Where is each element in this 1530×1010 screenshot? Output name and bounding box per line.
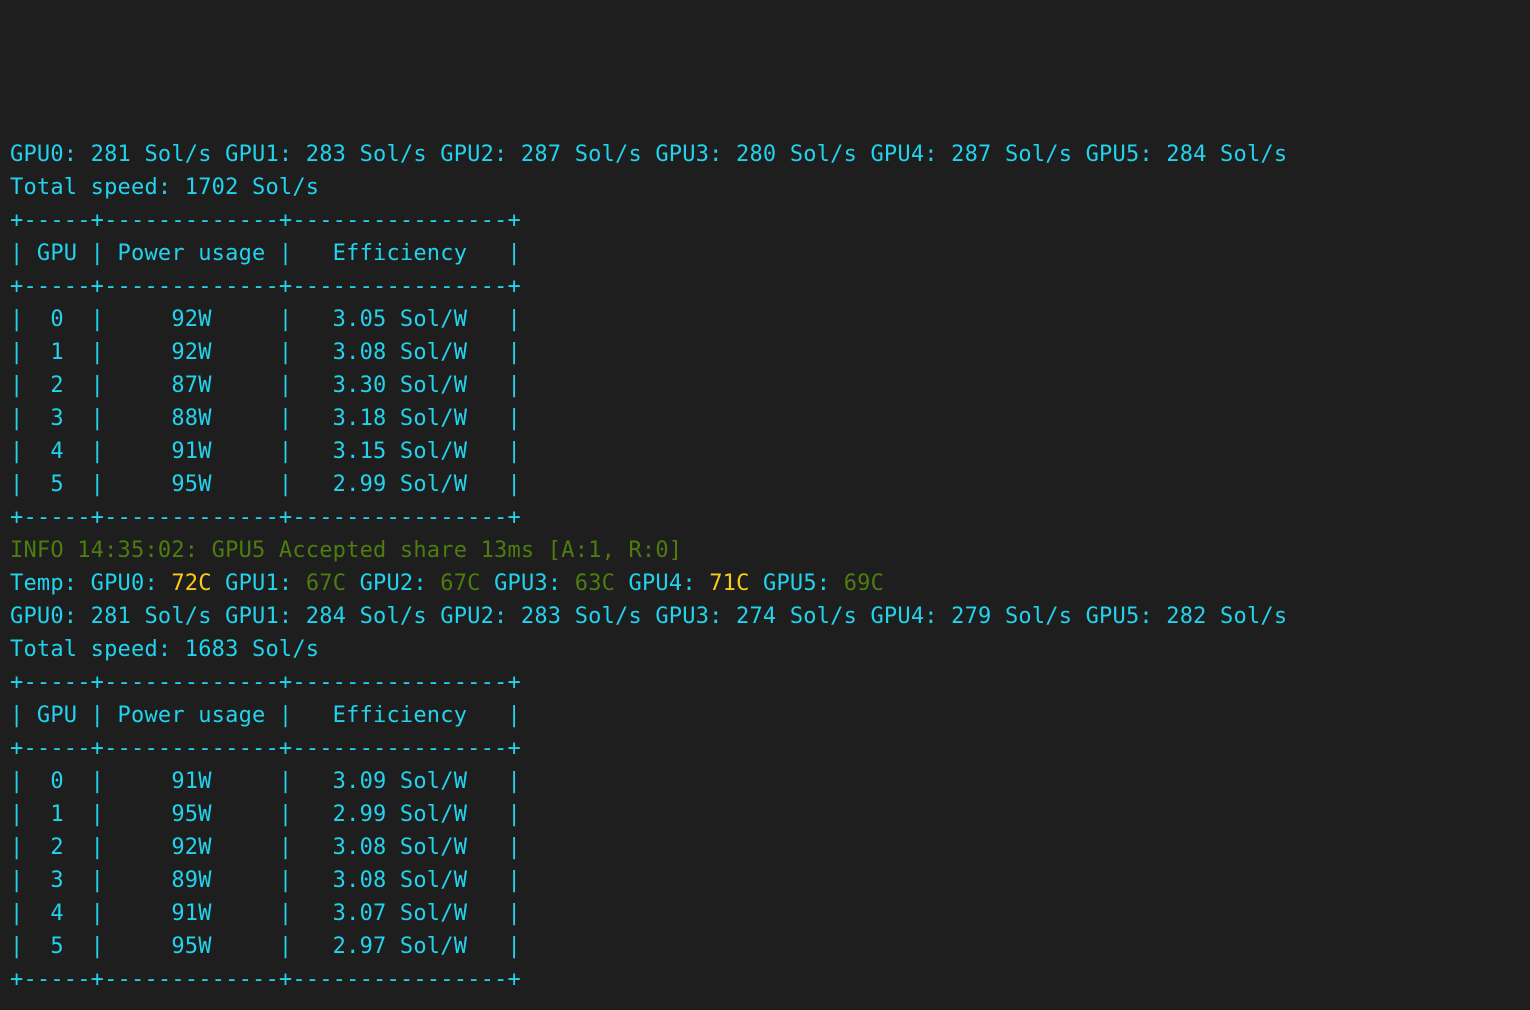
temp-label-gpu5: GPU5: [750, 571, 844, 596]
gpu-table-1-row-1: | 1 | 92W | 3.08 Sol/W | [10, 336, 1530, 369]
gpu-table-1-row-0: | 0 | 92W | 3.05 Sol/W | [10, 303, 1530, 336]
temp-value-gpu5: 69C [844, 571, 884, 596]
temp-label-gpu0: GPU0: [91, 571, 172, 596]
gpu-table-1-row-4: | 4 | 91W | 3.15 Sol/W | [10, 435, 1530, 468]
temp-label-gpu1: GPU1: [212, 571, 306, 596]
gpu-table-1-row-3: | 3 | 88W | 3.18 Sol/W | [10, 402, 1530, 435]
temp-label-gpu3: GPU3: [481, 571, 575, 596]
temp-label-gpu2: GPU2: [346, 571, 440, 596]
gpu-table-2-row-0: | 0 | 91W | 3.09 Sol/W | [10, 765, 1530, 798]
gpu-table-2-border-top: +-----+-------------+----------------+ [10, 666, 1530, 699]
gpu-table-2-row-5: | 5 | 95W | 2.97 Sol/W | [10, 930, 1530, 963]
gpu-table-1-border-bot: +-----+-------------+----------------+ [10, 501, 1530, 534]
gpu-table-1-header: | GPU | Power usage | Efficiency | [10, 237, 1530, 270]
info-line: INFO 14:35:02: GPU5 Accepted share 13ms … [10, 534, 1530, 567]
gpu-table-2-row-2: | 2 | 92W | 3.08 Sol/W | [10, 831, 1530, 864]
gpu-table-1-border-top: +-----+-------------+----------------+ [10, 204, 1530, 237]
total-speed-1: Total speed: 1702 Sol/s [10, 171, 1530, 204]
temp-line: Temp: GPU0: 72C GPU1: 67C GPU2: 67C GPU3… [10, 567, 1530, 600]
terminal-output: GPU0: 281 Sol/s GPU1: 283 Sol/s GPU2: 28… [10, 138, 1530, 996]
temp-value-gpu3: 63C [575, 571, 615, 596]
gpu-table-1-row-2: | 2 | 87W | 3.30 Sol/W | [10, 369, 1530, 402]
temp-value-gpu2: 67C [440, 571, 480, 596]
temp-label-gpu4: GPU4: [615, 571, 709, 596]
gpu-table-1-border-mid: +-----+-------------+----------------+ [10, 270, 1530, 303]
gpu-table-2-border-bot: +-----+-------------+----------------+ [10, 963, 1530, 996]
gpu-table-1-row-5: | 5 | 95W | 2.99 Sol/W | [10, 468, 1530, 501]
gpu-table-2-header: | GPU | Power usage | Efficiency | [10, 699, 1530, 732]
temp-value-gpu0: 72C [171, 571, 211, 596]
temp-value-gpu1: 67C [306, 571, 346, 596]
hashrate-line-2: GPU0: 281 Sol/s GPU1: 284 Sol/s GPU2: 28… [10, 600, 1530, 633]
gpu-table-2-border-mid: +-----+-------------+----------------+ [10, 732, 1530, 765]
temp-value-gpu4: 71C [709, 571, 749, 596]
hashrate-line-1: GPU0: 281 Sol/s GPU1: 283 Sol/s GPU2: 28… [10, 138, 1530, 171]
gpu-table-2-row-3: | 3 | 89W | 3.08 Sol/W | [10, 864, 1530, 897]
gpu-table-2-row-4: | 4 | 91W | 3.07 Sol/W | [10, 897, 1530, 930]
total-speed-2: Total speed: 1683 Sol/s [10, 633, 1530, 666]
gpu-table-2-row-1: | 1 | 95W | 2.99 Sol/W | [10, 798, 1530, 831]
